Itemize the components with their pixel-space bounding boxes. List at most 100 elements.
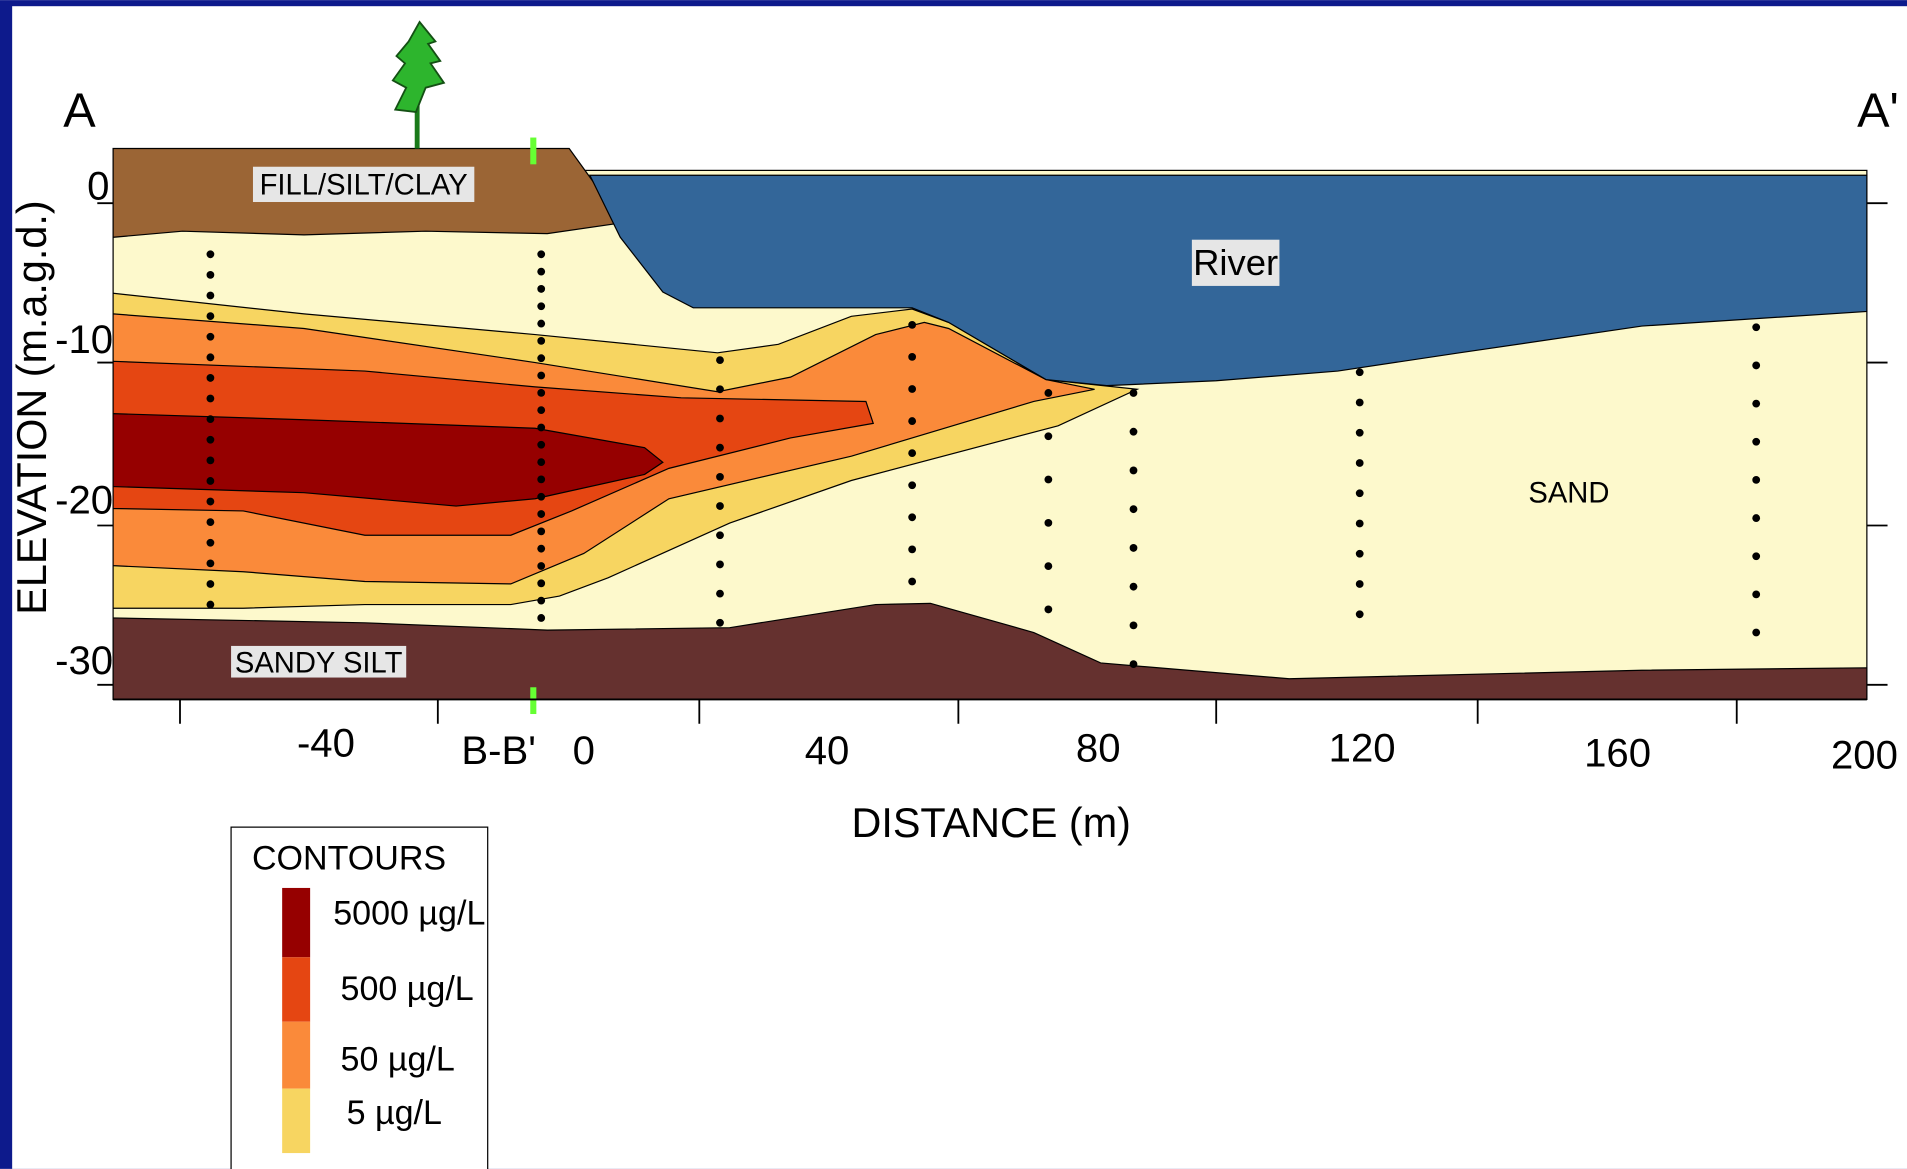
sample-point (537, 527, 545, 535)
sample-point (1356, 580, 1364, 588)
sample-point (1130, 428, 1138, 436)
sample-point (537, 320, 545, 328)
legend-swatch (282, 1089, 310, 1153)
sample-point (908, 481, 916, 489)
legend-label: 50 µg/L (341, 1040, 455, 1078)
region-label: SAND (1528, 477, 1609, 509)
sample-point (1130, 389, 1138, 397)
legend-swatch (282, 888, 310, 957)
sample-point (537, 372, 545, 380)
sample-point (537, 597, 545, 605)
y-tick-label: 0 (87, 164, 109, 209)
sample-point (1130, 467, 1138, 475)
sample-point (207, 250, 215, 258)
sample-point (537, 441, 545, 449)
sample-point (1044, 389, 1052, 397)
sample-point (1356, 489, 1364, 497)
sample-point (908, 545, 916, 553)
x-tick-label: B-B' (461, 728, 536, 773)
region-label: SANDY SILT (235, 648, 403, 680)
x-tick-label: 200 (1831, 733, 1898, 778)
sample-point (537, 579, 545, 587)
sample-point (537, 337, 545, 345)
sample-point (716, 531, 724, 539)
x-axis-label: DISTANCE (m) (851, 800, 1130, 846)
sample-point (207, 415, 215, 423)
x-tick-label: 120 (1329, 725, 1396, 770)
sample-point (207, 498, 215, 506)
sample-point (908, 321, 916, 329)
sample-point (207, 395, 215, 403)
x-tick-label: 40 (805, 728, 850, 773)
x-tick-label: 0 (573, 728, 595, 773)
sample-point (1044, 476, 1052, 484)
sample-point (207, 580, 215, 588)
sample-point (207, 271, 215, 279)
sample-point (537, 268, 545, 276)
sample-point (1752, 552, 1760, 560)
sample-point (537, 302, 545, 310)
legend: CONTOURS 5000 µg/L 500 µg/L 50 µg/L 5 µg… (231, 827, 488, 1169)
sample-point (537, 250, 545, 258)
sample-point (537, 354, 545, 362)
legend-swatch (282, 1022, 310, 1089)
sample-point (908, 417, 916, 425)
region-label: FILL/SILT/CLAY (260, 170, 468, 202)
x-tick-label: -40 (297, 721, 355, 766)
sample-point (1044, 606, 1052, 614)
y-tick-label: -10 (55, 317, 113, 362)
sample-point (1752, 514, 1760, 522)
sample-point (537, 562, 545, 570)
sample-point (1130, 505, 1138, 513)
sample-point (1130, 544, 1138, 552)
sample-point (1356, 459, 1364, 467)
x-tick-label: 80 (1076, 725, 1121, 770)
sample-point (207, 292, 215, 300)
sample-point (716, 356, 724, 364)
sample-point (908, 513, 916, 521)
sample-point (537, 424, 545, 432)
sample-point (537, 510, 545, 518)
legend-label: 5000 µg/L (333, 894, 485, 932)
sample-point (1130, 660, 1138, 668)
section-label: A' (1857, 84, 1899, 138)
page: {"labels": {"a": "A", "a_prime": "A'"}, … (0, 0, 1907, 1169)
sample-point (716, 619, 724, 627)
sample-point (537, 389, 545, 397)
sample-point (908, 578, 916, 586)
sample-point (1752, 400, 1760, 408)
sample-point (537, 476, 545, 484)
section-marker (530, 687, 536, 714)
cross-section: A A' ELEVATION (m.a.g.d.) DISTANCE (m) -… (0, 0, 1907, 1169)
sample-point (716, 415, 724, 423)
sample-point (207, 374, 215, 382)
sample-point (207, 477, 215, 485)
sample-point (1044, 519, 1052, 527)
sample-point (207, 559, 215, 567)
sample-point (207, 333, 215, 341)
sample-point (1044, 432, 1052, 440)
sample-point (1356, 550, 1364, 558)
sample-point (908, 353, 916, 361)
sample-point (716, 473, 724, 481)
section-label: A (63, 84, 96, 138)
sample-point (1752, 362, 1760, 370)
sample-point (908, 385, 916, 393)
sample-point (1356, 399, 1364, 407)
sample-point (207, 312, 215, 320)
sample-point (207, 353, 215, 361)
sample-point (537, 545, 545, 553)
y-axis-label: ELEVATION (m.a.g.d.) (9, 200, 55, 614)
sample-point (1044, 562, 1052, 570)
sample-point (1130, 622, 1138, 630)
x-tick-label: 160 (1584, 730, 1651, 775)
sample-point (537, 458, 545, 466)
sample-point (1752, 476, 1760, 484)
sample-point (716, 502, 724, 510)
sample-point (537, 493, 545, 501)
sample-point (1752, 438, 1760, 446)
sample-point (537, 614, 545, 622)
sample-point (1356, 520, 1364, 528)
sample-point (207, 518, 215, 526)
sample-point (1356, 610, 1364, 618)
